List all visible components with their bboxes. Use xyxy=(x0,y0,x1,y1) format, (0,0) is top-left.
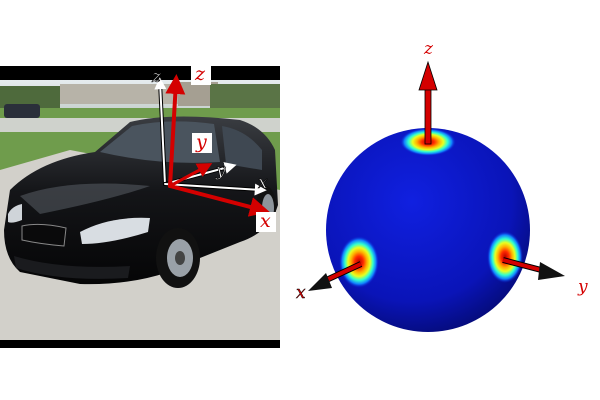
object-y-box xyxy=(192,133,212,153)
sphere-x-axis xyxy=(308,261,363,291)
black-car xyxy=(4,116,278,288)
object-y-label: y xyxy=(195,131,207,153)
sphere-y-label: y xyxy=(577,277,588,297)
sphere-z-axis xyxy=(418,60,438,145)
sphere-y-axis xyxy=(502,257,565,280)
car-photo: z y x z y x xyxy=(0,63,280,348)
object-x-label: x xyxy=(260,210,271,232)
camera-y-label: y xyxy=(215,161,226,181)
object-x-box xyxy=(256,212,276,232)
object-z-label: z xyxy=(194,63,206,85)
sphere-plot: z x y xyxy=(296,39,588,332)
sphere-z-label: z xyxy=(423,39,434,59)
object-axes xyxy=(165,74,270,217)
sphere xyxy=(326,128,530,332)
hotspot-y xyxy=(487,231,523,283)
object-z-box xyxy=(191,65,211,85)
camera-x-label: x xyxy=(258,173,268,193)
photo-distant-car xyxy=(4,104,40,118)
camera-z-label: z xyxy=(151,67,162,87)
sphere-x-label: x xyxy=(296,283,306,303)
